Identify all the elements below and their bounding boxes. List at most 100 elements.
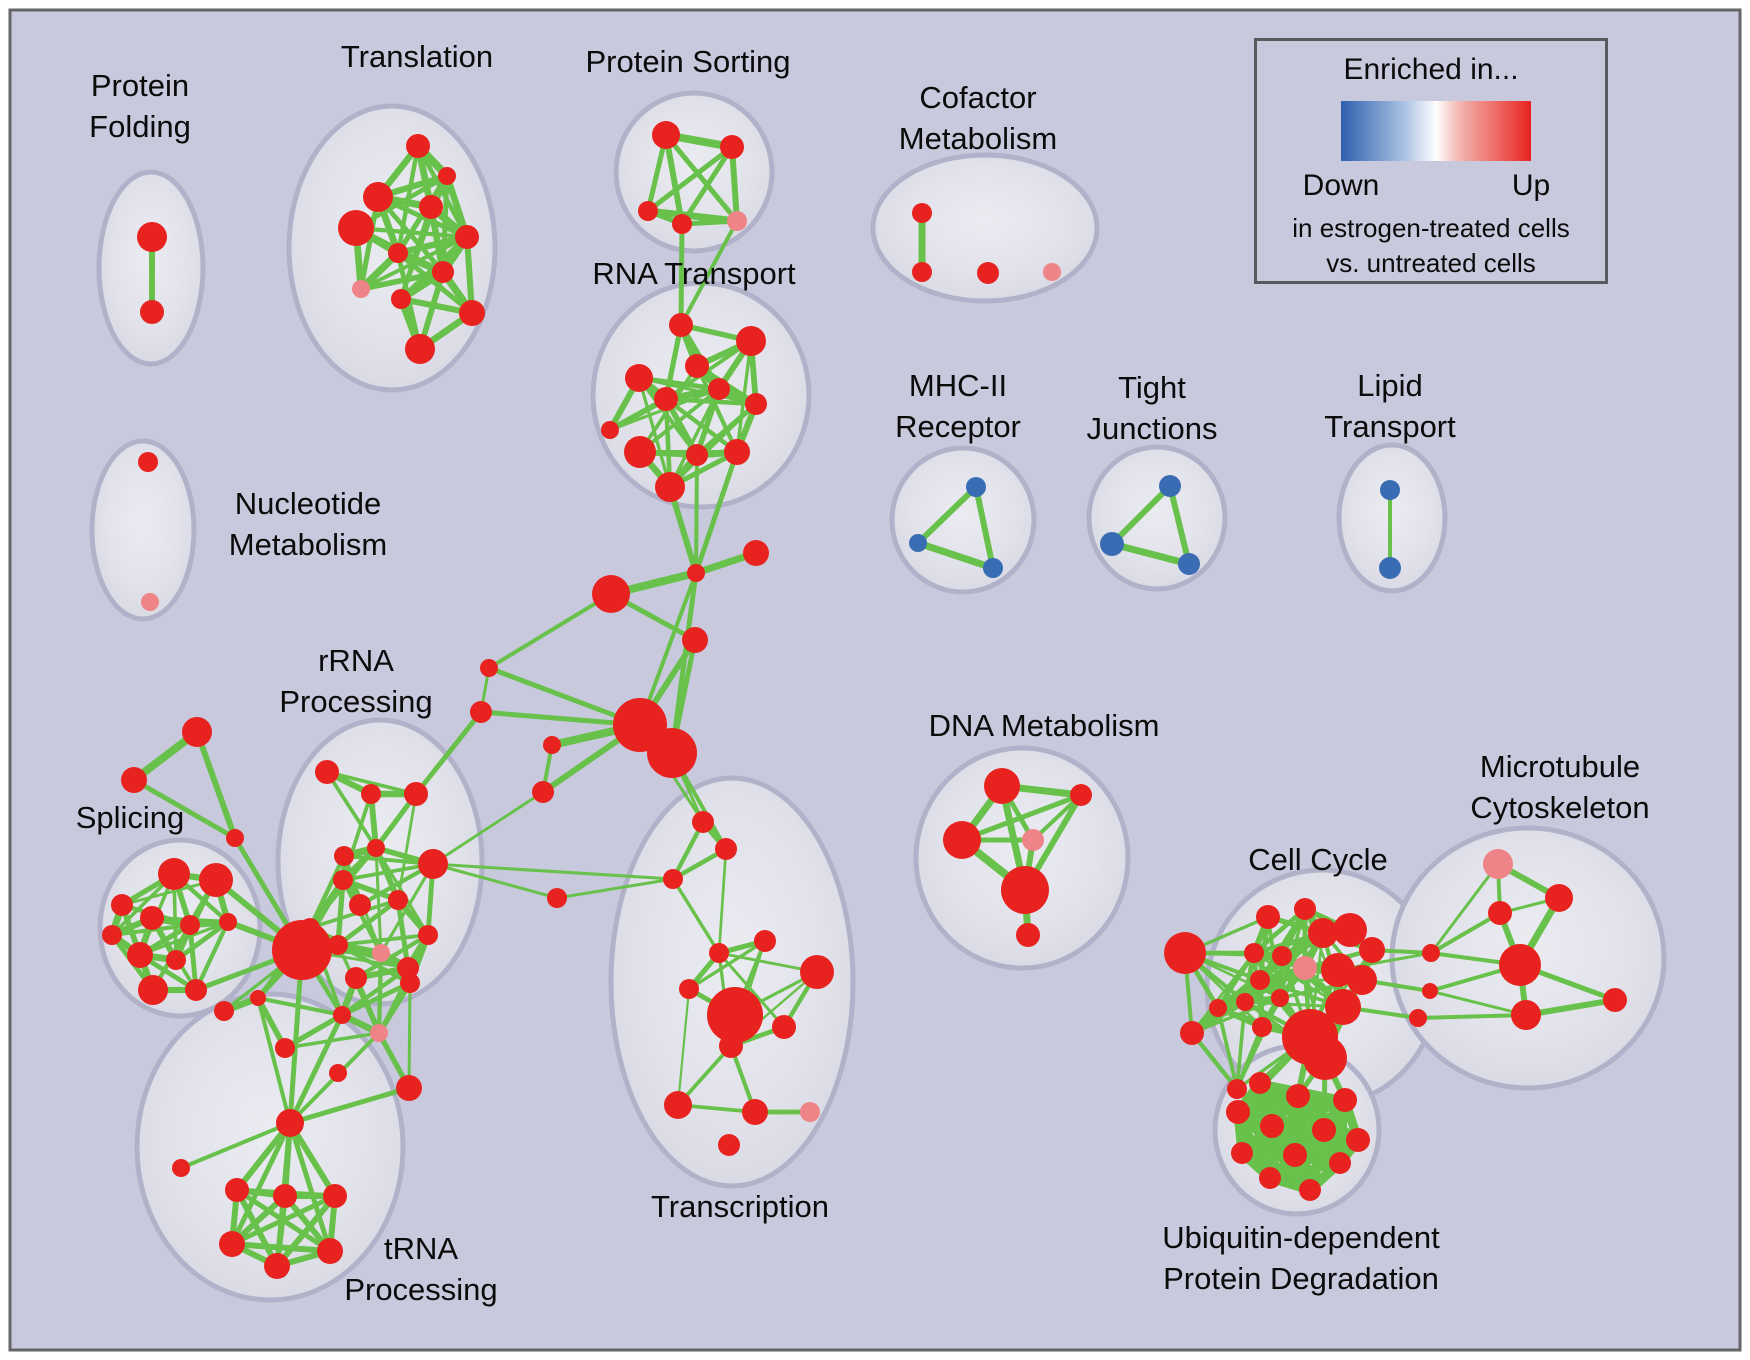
labels-layer: Protein Folding Translation Protein Sorting… [76,39,1650,1307]
cluster-label-protein-folding: Protein [91,68,189,103]
node-up [1294,898,1316,920]
edge [555,877,675,900]
cluster-label-transcription: Transcription [651,1189,829,1224]
edge [1429,911,1502,955]
node-up [1250,970,1270,990]
node-up [624,436,656,468]
cluster-label-trna-processing: tRNA [384,1231,458,1266]
edge [376,950,384,1036]
node-up [1260,1114,1284,1138]
node-up [406,134,430,158]
edge [717,847,728,955]
edge [645,144,735,214]
node-up [1312,1118,1336,1142]
edge [663,396,740,455]
edge [1216,1006,1239,1091]
node-up [1016,923,1040,947]
edge [336,933,430,947]
node-up [1180,1021,1204,1045]
edge [717,951,786,1029]
node-up [140,906,164,930]
edge [431,862,559,900]
cluster-label-microtubule-cytoskeleton: Cytoskeleton [1470,790,1649,825]
edge [663,396,759,407]
node-up [709,943,729,963]
legend-caption-line2: vs. untreated cells [1326,248,1536,278]
cluster-ellipse-nucleotide-metabolism [89,438,197,622]
node-up [1249,1072,1271,1094]
edge [914,539,997,572]
edge [395,250,475,316]
edge [1266,1159,1344,1182]
node-connector [480,659,498,677]
node-up [138,452,158,472]
node-up [669,313,693,337]
node-connector [647,728,697,778]
cluster-ellipse-tight-junctions [1086,444,1228,592]
cluster-label-splicing: Splicing [76,800,185,835]
node-up [397,957,419,979]
edge [353,932,431,981]
node-up [1346,1128,1370,1152]
edge [1234,1024,1265,1092]
node-up [404,782,428,806]
node-up [361,784,381,804]
node-up [742,1099,768,1125]
edge [173,919,231,963]
cluster-ellipse-cofactor-metabolism [870,152,1100,304]
node-up [272,920,332,980]
node-up [264,1253,290,1279]
node-up [1256,905,1280,929]
node-up [275,1038,295,1058]
edge [335,877,346,948]
legend-down-label: Down [1302,169,1380,202]
edge [1429,862,1500,955]
node-up [1603,988,1627,1012]
edge [440,173,450,275]
edge [668,387,721,489]
node-up [652,121,680,149]
edge [693,449,740,576]
edge [694,363,740,455]
node-up [745,393,767,415]
node-up [719,1034,743,1058]
edge [229,1120,293,1247]
cluster-label-trna-processing: Processing [344,1272,497,1307]
edge [193,919,231,993]
node-up [601,421,619,439]
edge [358,194,381,292]
node-up [418,849,448,879]
node-up [1329,1152,1351,1174]
edge [335,897,401,948]
node-up [1359,937,1385,963]
node-up [138,975,168,1005]
node-up [333,870,353,890]
node-up [1325,989,1361,1025]
node-up_light [352,280,370,298]
node-up [720,135,744,159]
cluster-label-protein-folding: Folding [89,109,191,144]
node-up [736,326,766,356]
node-connector [532,781,554,803]
cluster-label-ubiquitin-degradation: Ubiquitin-dependent [1162,1220,1440,1255]
edge [679,144,735,227]
edge [1109,483,1173,547]
node-up [1209,999,1227,1017]
node-up [1422,944,1440,962]
edge [358,269,446,292]
node-up [686,444,708,466]
node-up [912,203,932,223]
node-up_light [800,1102,820,1122]
node-up [1283,1143,1307,1167]
node-up [1488,901,1512,925]
edge [287,1120,338,1199]
edge [663,132,685,227]
edge [973,484,996,571]
cluster-label-tight-junctions: Junctions [1087,411,1218,446]
node-up [1286,1084,1310,1108]
legend-title: Enriched in... [1343,53,1519,86]
node-up [692,811,714,833]
node-up [715,838,737,860]
